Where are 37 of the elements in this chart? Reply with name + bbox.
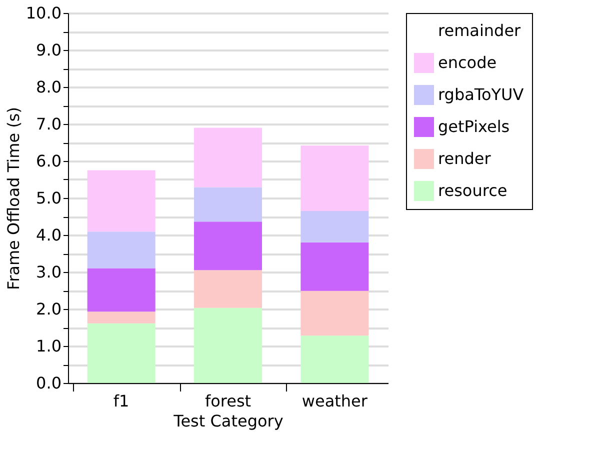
y-tick-label: 1.0 bbox=[36, 336, 62, 356]
y-tick-label: 10.0 bbox=[26, 4, 62, 22]
bar bbox=[300, 290, 369, 336]
y-tick-label: 2.0 bbox=[36, 300, 62, 318]
bar bbox=[300, 336, 369, 383]
legend-label: resource bbox=[438, 181, 508, 200]
x-axis-title: Test Category bbox=[172, 412, 284, 430]
bar bbox=[194, 128, 262, 188]
legend-label: encode bbox=[438, 53, 497, 72]
bar bbox=[87, 268, 156, 312]
y-tick-label: 3.0 bbox=[36, 262, 62, 282]
bar bbox=[87, 170, 156, 232]
bar bbox=[300, 210, 369, 242]
legend-label: getPixels bbox=[438, 117, 510, 136]
bar bbox=[194, 187, 262, 222]
y-tick-label: 5.0 bbox=[36, 188, 62, 208]
x-tick-label: weather bbox=[302, 392, 368, 410]
y-tick-label: 7.0 bbox=[36, 114, 62, 134]
y-tick-label: 9.0 bbox=[36, 40, 62, 60]
text: remainder bbox=[438, 21, 522, 40]
bar bbox=[300, 242, 369, 291]
y-tick-label: 4.0 bbox=[36, 226, 62, 244]
bar bbox=[300, 145, 369, 211]
bar bbox=[194, 222, 262, 270]
bar bbox=[87, 232, 156, 268]
bar bbox=[194, 308, 262, 383]
legend-label: rgbaToYUV bbox=[438, 85, 524, 104]
bar bbox=[87, 323, 156, 383]
y-axis-title: Frame Offload Time (s) bbox=[4, 107, 23, 290]
x-tick-label: f1 bbox=[113, 392, 130, 410]
y-tick-label: 0.0 bbox=[36, 374, 62, 392]
legend-label: render bbox=[438, 149, 492, 168]
bar bbox=[87, 312, 156, 324]
y-tick-label: 6.0 bbox=[36, 152, 62, 170]
bar bbox=[194, 270, 262, 308]
x-tick-label: forest bbox=[204, 392, 252, 410]
y-tick-label: 8.0 bbox=[36, 78, 62, 96]
